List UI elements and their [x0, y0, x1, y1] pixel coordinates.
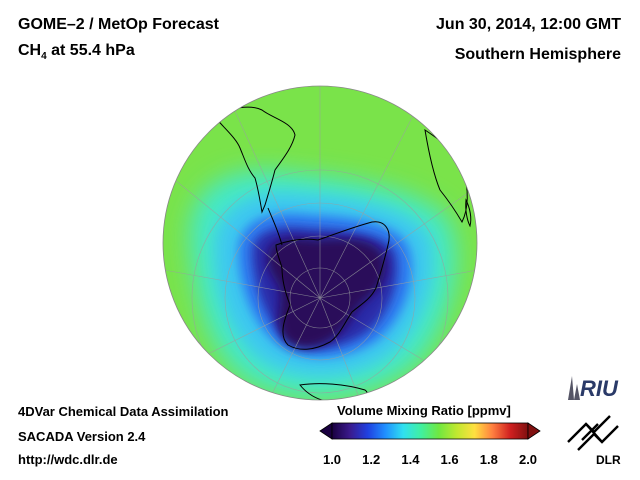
madagascar-coast [465, 198, 472, 228]
species-level-label: CH4 at 55.4 hPa [18, 42, 135, 62]
meridian-line [319, 297, 441, 371]
meridian-line [319, 189, 473, 299]
colorbar-tick-label: 1.8 [479, 452, 498, 467]
meridian-line [319, 297, 361, 400]
meridian-line [319, 269, 477, 299]
hemisphere-label: Southern Hemisphere [454, 46, 621, 63]
dlr-logo-text: DLR [596, 453, 621, 467]
meridian-line [319, 101, 421, 299]
colorbar-tick-label: 1.0 [322, 452, 342, 467]
colorbar-tick-label: 1.6 [440, 452, 459, 467]
riu-logo-text: RIU [580, 376, 619, 401]
meridian-line [229, 99, 321, 299]
south-america-coast [213, 106, 296, 214]
globe-outline [162, 85, 478, 401]
species-name: CH [18, 42, 42, 59]
species-subscript: 4 [41, 51, 47, 63]
colorbar-tick-label: 2.0 [518, 452, 538, 467]
meridian-line [163, 269, 321, 299]
website-label: http://wdc.dlr.de [18, 452, 118, 467]
dlr-logo [567, 415, 619, 451]
dlr-emblem-icon [567, 415, 619, 451]
antarctica-coast [275, 221, 390, 350]
colorbar-title: Volume Mixing Ratio [ppmv] [337, 403, 511, 418]
version-label: SACADA Version 2.4 [18, 429, 146, 444]
riu-logo: RIU [568, 376, 619, 401]
colorbar-gradient [331, 422, 529, 440]
meridian-line [195, 297, 321, 361]
colorbar-tick-label: 1.4 [401, 452, 420, 467]
pressure-level: at 55.4 hPa [46, 42, 135, 59]
colorbar-min-arrow [319, 422, 333, 440]
riu-emblem-icon [568, 376, 580, 400]
assimilation-label: 4DVar Chemical Data Assimilation [18, 404, 229, 419]
colorbar-tick-label: 1.2 [362, 452, 381, 467]
colorbar-max-arrow [527, 422, 541, 440]
graticule [163, 86, 477, 400]
forecast-datetime: Jun 30, 2014, 12:00 GMT [436, 16, 621, 33]
antarctic-peninsula-coast [267, 207, 283, 246]
map-title: GOME–2 / MetOp Forecast [18, 16, 219, 33]
meridian-line [174, 179, 321, 299]
